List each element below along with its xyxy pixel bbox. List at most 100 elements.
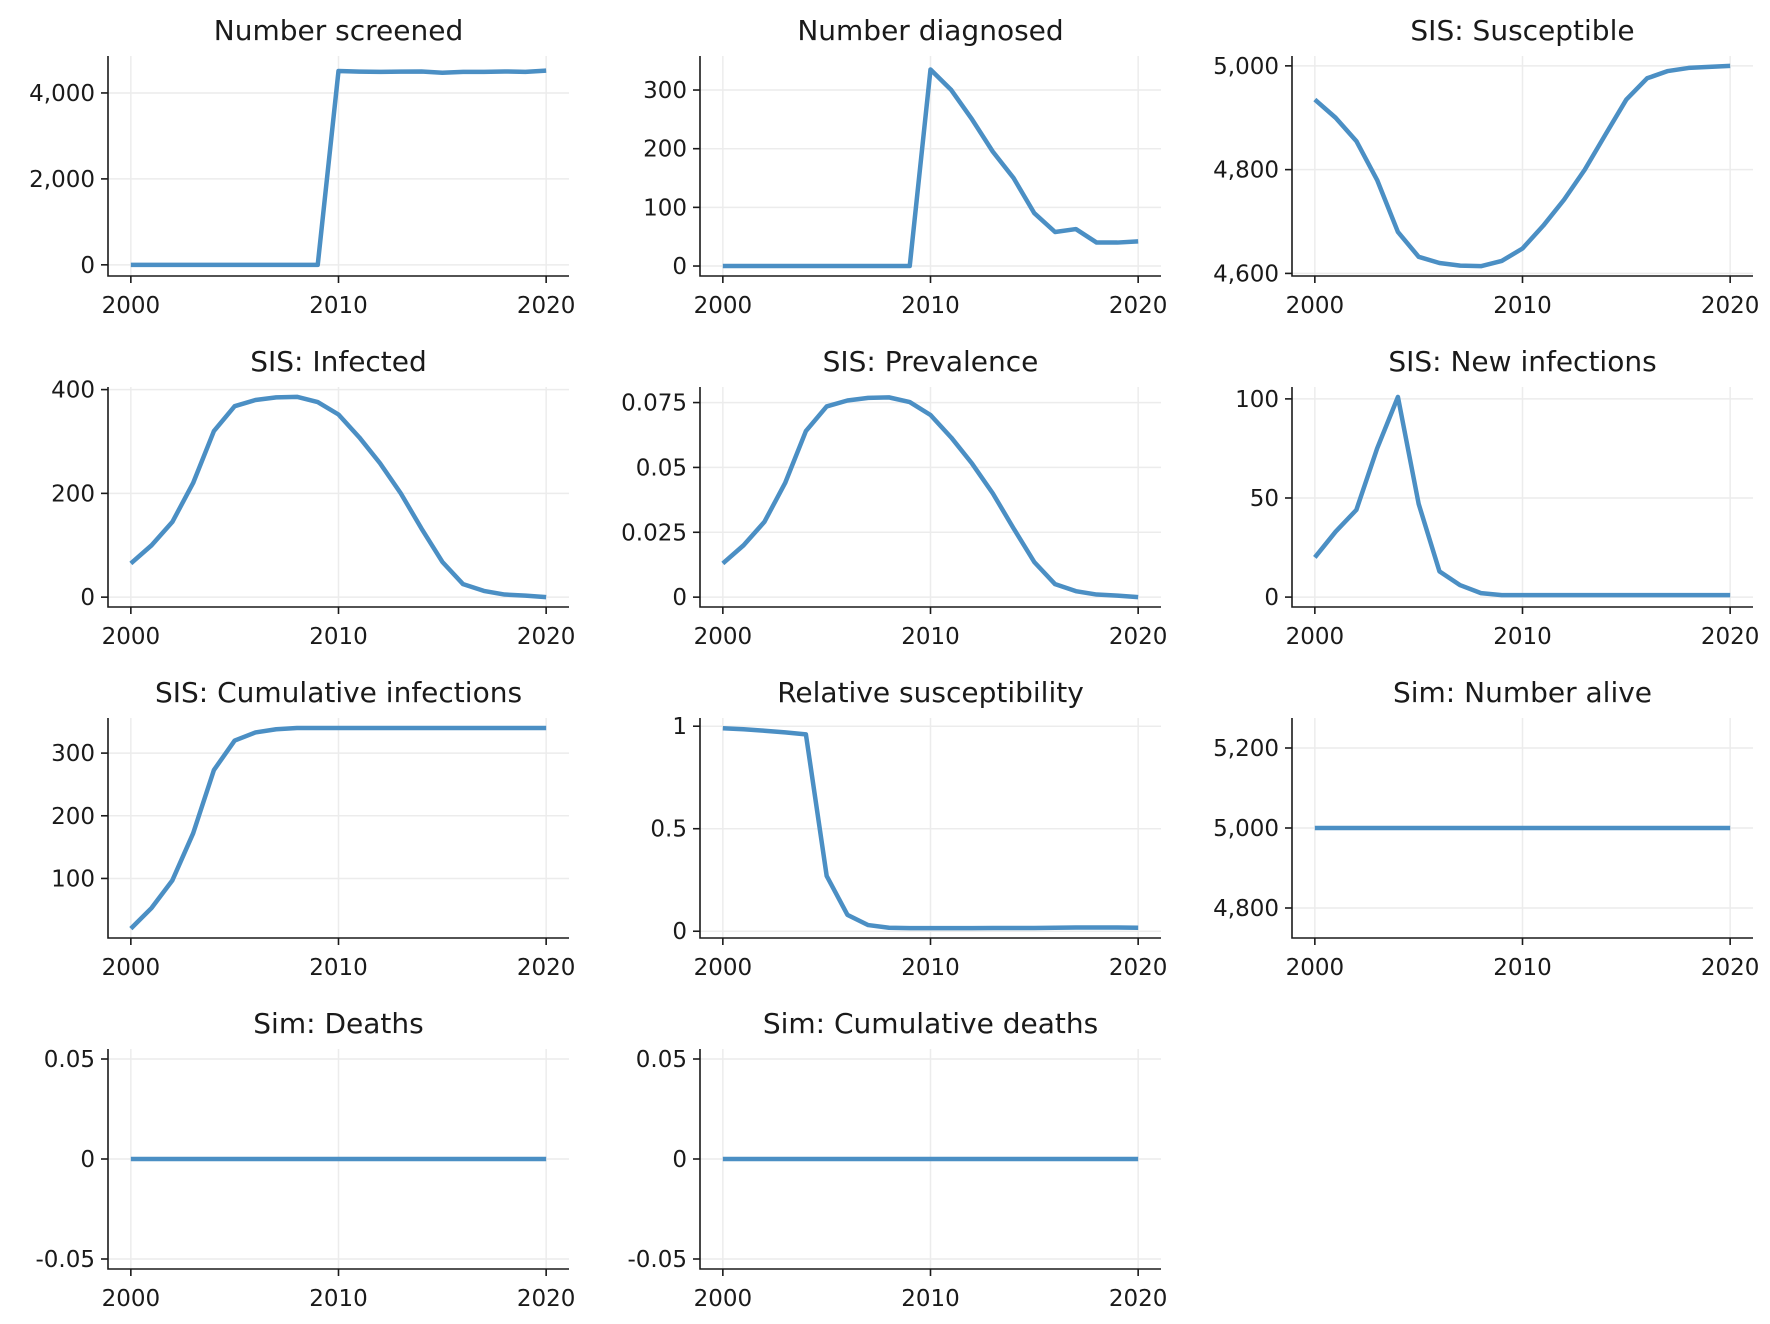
y-tick-label: 0 [672,254,687,280]
chart-title: SIS: Prevalence [823,345,1039,378]
x-tick-label: 2000 [102,1286,161,1312]
axis-spine [699,1049,1161,1270]
chart-title: Number screened [214,14,463,47]
y-tick-label: 0 [672,585,687,611]
chart-title: Sim: Number alive [1393,676,1652,709]
x-tick-label: 2010 [309,293,368,319]
y-tick-label: 5,000 [1213,816,1279,842]
chart-title: Sim: Cumulative deaths [763,1007,1098,1040]
y-tick-label: 5,000 [1213,54,1279,80]
y-tick-label: 0.05 [636,1047,687,1073]
subplot-5: 2000 2010 2020 0 0.025 0.05 0.075 SIS: Prevalen… [621,345,1167,650]
chart-title: SIS: New infections [1388,345,1656,378]
y-tick-label: 200 [643,137,687,163]
x-tick-label: 2010 [309,1286,368,1312]
y-tick-label: -0.05 [35,1247,95,1273]
y-tick-label: 200 [51,804,95,830]
x-tick-label: 2010 [901,624,960,650]
axis-spine [699,387,1161,608]
chart-title: Relative susceptibility [777,676,1084,709]
subplot-11: 2000 2010 2020 -0.05 0 0.05 Sim: Cumulative de… [627,1007,1167,1312]
y-tick-label: 5,200 [1213,736,1279,762]
x-tick-label: 2000 [102,955,161,981]
axis-spine [1291,56,1753,277]
series-line [129,394,547,600]
y-tick-label: 100 [1235,387,1279,413]
y-tick-label: 4,800 [1213,158,1279,184]
y-tick-label: 0 [1264,585,1279,611]
x-tick-label: 2000 [1286,624,1345,650]
x-tick-label: 2000 [694,624,753,650]
series-line [1313,63,1731,269]
chart-title: Sim: Deaths [253,1007,423,1040]
y-tick-label: 1 [672,714,687,740]
x-tick-label: 2000 [694,293,753,319]
x-tick-label: 2000 [102,624,161,650]
x-tick-label: 2020 [517,955,576,981]
y-tick-label: 300 [643,78,687,104]
x-tick-label: 2010 [309,624,368,650]
y-tick-label: 200 [51,481,95,507]
x-tick-label: 2010 [901,1286,960,1312]
series-line [1313,394,1731,598]
x-tick-label: 2020 [517,624,576,650]
y-tick-label: 4,800 [1213,896,1279,922]
x-tick-label: 2000 [102,293,161,319]
x-tick-label: 2000 [694,955,753,981]
x-tick-label: 2020 [1109,624,1168,650]
y-tick-label: 0.025 [621,520,687,546]
x-tick-label: 2020 [1109,955,1168,981]
subplot-4: 2000 2010 2020 0 200 400 SIS: Infected [51,345,575,650]
series-line [722,726,1139,931]
axis-spine [699,56,1161,277]
axis-spine [699,718,1161,939]
x-tick-label: 2000 [1286,293,1345,319]
y-tick-label: 0 [672,919,687,945]
y-tick-label: 0.05 [636,455,687,481]
chart-title: Number diagnosed [797,14,1063,47]
subplot-9: 2000 2010 2020 4,800 5,000 5,200 Sim: Number a… [1213,676,1759,981]
axis-spine [107,387,569,608]
chart-title: SIS: Infected [250,345,427,378]
x-tick-label: 2020 [517,1286,576,1312]
x-tick-label: 2010 [901,293,960,319]
x-tick-label: 2010 [1493,624,1552,650]
subplot-1: 2000 2010 2020 0 2,000 4,000 Number screened [29,14,575,319]
x-tick-label: 2010 [1493,293,1552,319]
subplot-6: 2000 2010 2020 0 50 100 SIS: New infections [1235,345,1759,650]
y-tick-label: 0.5 [650,817,687,843]
y-tick-label: 100 [643,195,687,221]
y-tick-label: 0.075 [621,391,687,417]
y-tick-label: 50 [1250,486,1279,512]
x-tick-label: 2020 [517,293,576,319]
chart-title: SIS: Susceptible [1410,14,1634,47]
axis-spine [1291,718,1753,939]
y-tick-label: 0 [80,253,95,279]
y-tick-label: 400 [51,378,95,404]
y-tick-label: -0.05 [627,1247,687,1273]
y-tick-label: 100 [51,866,95,892]
axis-spine [107,718,569,939]
axis-spine [107,56,569,277]
y-tick-label: 0 [80,585,95,611]
subplot-3: 2000 2010 2020 4,600 4,800 5,000 SIS: Suscepti… [1213,14,1759,319]
x-tick-label: 2020 [1109,1286,1168,1312]
subplot-10: 2000 2010 2020 -0.05 0 0.05 Sim: Deaths [35,1007,575,1312]
y-tick-label: 300 [51,741,95,767]
series-line [130,68,547,268]
x-tick-label: 2010 [1493,955,1552,981]
y-tick-label: 4,600 [1213,261,1279,287]
subplot-8: 2000 2010 2020 0 0.5 1 Relative susceptibility [650,676,1167,981]
x-tick-label: 2000 [1286,955,1345,981]
x-tick-label: 2020 [1701,624,1760,650]
series-line [722,67,1139,269]
y-tick-label: 0.05 [44,1047,95,1073]
axis-spine [1291,387,1753,608]
y-tick-label: 0 [672,1147,687,1173]
x-tick-label: 2010 [901,955,960,981]
subplot-2: 2000 2010 2020 0 100 200 300 Number diagnosed [643,14,1167,319]
chart-title: SIS: Cumulative infections [155,676,522,709]
x-tick-label: 2020 [1109,293,1168,319]
series-line [721,395,1139,600]
